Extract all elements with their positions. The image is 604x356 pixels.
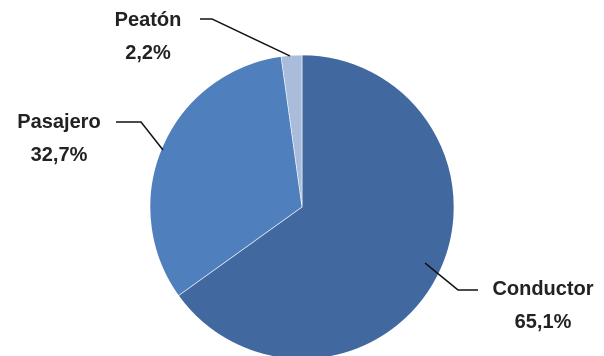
leader-lines — [116, 18, 478, 291]
leader-line-conductor — [424, 262, 478, 291]
label-conductor-name: Conductor — [492, 278, 593, 300]
label-peaton-value: 2,2% — [125, 42, 171, 64]
pie-slices — [149, 54, 455, 356]
pie-slice-pasajero — [149, 56, 303, 296]
data-labels: Peatón 2,2% Pasajero 32,7% Conductor 65,… — [17, 9, 593, 333]
leader-line-pasajero — [116, 121, 164, 151]
pie-slice-peaton — [280, 54, 303, 208]
label-pasajero-value: 32,7% — [31, 144, 88, 166]
label-peaton-name: Peatón — [115, 9, 182, 31]
pie-slice-conductor — [178, 54, 455, 356]
label-pasajero-name: Pasajero — [17, 111, 100, 133]
label-conductor-value: 65,1% — [515, 311, 572, 333]
leader-line-peaton — [200, 18, 291, 57]
